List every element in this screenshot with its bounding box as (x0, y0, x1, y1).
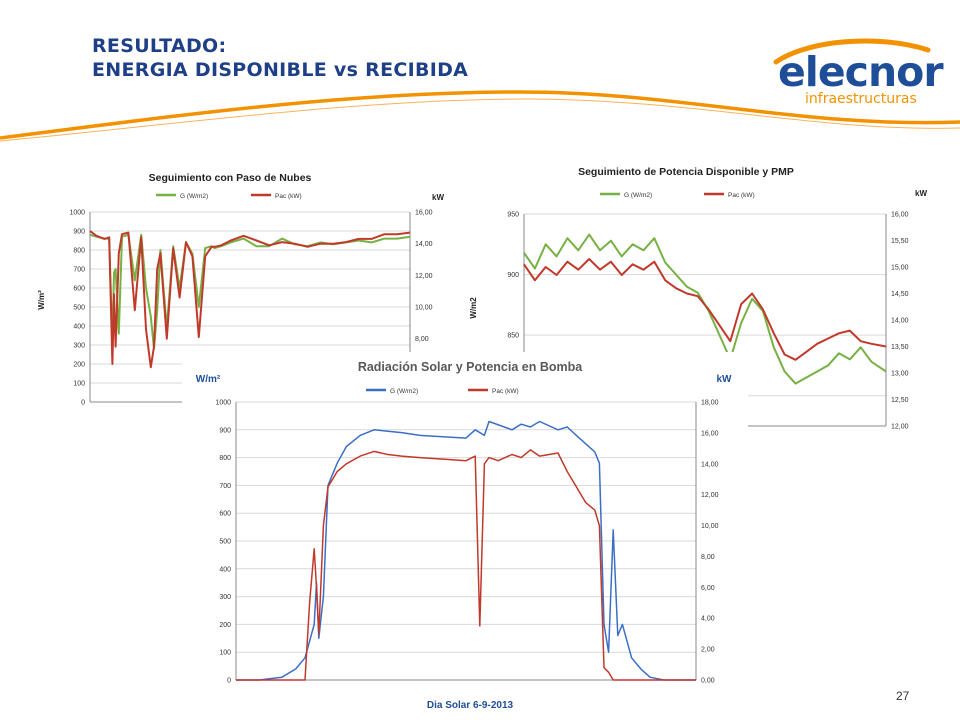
y2-tick-label: 12,00 (891, 424, 909, 431)
y2-axis-label: kW (915, 189, 927, 198)
chart-title: Seguimiento de Potencia Disponible y PMP (578, 166, 794, 178)
y-tick-label: 800 (73, 248, 85, 255)
y2-tick-label: 8,00 (415, 336, 429, 343)
y2-tick-label: 14,00 (415, 241, 433, 248)
y2-tick-label: 18,00 (701, 400, 719, 407)
x-axis-label: Dia Solar 6-9-2013 (427, 700, 514, 711)
y-tick-label: 700 (219, 483, 231, 490)
y-tick-label: 800 (219, 455, 231, 462)
legend-label: G (W/m2) (180, 193, 208, 200)
legend-label: Pac (kW) (728, 192, 755, 199)
header-swoosh (0, 90, 960, 142)
y2-tick-label: 12,00 (701, 492, 719, 499)
slide-title: RESULTADO: ENERGIA DISPONIBLE vs RECIBID… (92, 34, 468, 82)
y-tick-label: 400 (219, 566, 231, 573)
y-tick-label: 1000 (215, 400, 231, 407)
y2-tick-label: 2,00 (701, 647, 715, 654)
y-tick-label: 950 (507, 212, 519, 219)
logo-subtitle: infraestructuras (805, 91, 917, 107)
y-tick-label: 200 (219, 622, 231, 629)
y2-tick-label: 12,50 (891, 397, 909, 404)
chart-title: Radiación Solar y Potencia en Bomba (358, 360, 583, 374)
y-tick-label: 900 (73, 229, 85, 236)
y2-tick-label: 15,00 (891, 265, 909, 272)
y2-tick-label: 12,00 (415, 273, 433, 280)
y-tick-label: 900 (507, 272, 519, 279)
y-tick-label: 300 (219, 594, 231, 601)
y2-tick-label: 14,00 (891, 318, 909, 325)
legend-label: Pac (kW) (492, 388, 519, 395)
series-line (523, 258, 887, 361)
series-line (89, 233, 411, 350)
y-tick-label: 0 (81, 400, 85, 407)
y2-axis-label: kW (432, 193, 444, 202)
y2-tick-label: 10,00 (415, 305, 433, 312)
y-tick-label: 600 (219, 511, 231, 518)
legend-label: Pac (kW) (275, 193, 302, 200)
y2-tick-label: 8,00 (701, 554, 715, 561)
y-tick-label: 700 (73, 267, 85, 274)
y-axis-label: W/m2 (469, 297, 478, 319)
y2-tick-label: 16,00 (891, 212, 909, 219)
chart-solar-pump: 0 100 200 300 400 500 600 700 800 900 1000 0,00 2,00… (182, 352, 748, 714)
logo-wordmark: elecnor (778, 48, 944, 96)
series-line (89, 230, 411, 369)
slide-title-line1: RESULTADO: (92, 35, 227, 57)
y2-tick-label: 13,00 (891, 371, 909, 378)
y-tick-label: 1000 (69, 210, 85, 217)
y2-tick-label: 15,50 (891, 238, 909, 245)
y2-tick-label: 13,50 (891, 344, 909, 351)
y-tick-label: 0 (227, 678, 231, 685)
y2-tick-label: 14,50 (891, 291, 909, 298)
y2-tick-label: 10,00 (701, 523, 719, 530)
y2-tick-label: 0,00 (701, 678, 715, 685)
slide-title-line2: ENERGIA DISPONIBLE vs RECIBIDA (92, 59, 469, 81)
y-tick-label: 500 (219, 539, 231, 546)
y-tick-label: 500 (73, 305, 85, 312)
legend-label: G (W/m2) (390, 388, 418, 395)
y-tick-label: 200 (73, 362, 85, 369)
y-tick-label: 850 (507, 333, 519, 340)
y2-tick-label: 6,00 (701, 585, 715, 592)
chart-title: Seguimiento con Paso de Nubes (149, 172, 312, 184)
elecnor-logo: elecnor infraestructuras (768, 36, 944, 116)
y-tick-label: 400 (73, 324, 85, 331)
y-tick-label: 600 (73, 286, 85, 293)
y-tick-label: 300 (73, 343, 85, 350)
y-axis-label: W/m² (37, 290, 46, 310)
y2-tick-label: 16,00 (701, 430, 719, 437)
y-axis-label: W/m² (196, 374, 221, 385)
y-tick-label: 100 (219, 650, 231, 657)
y2-tick-label: 4,00 (701, 616, 715, 623)
legend-label: G (W/m2) (624, 192, 652, 199)
page-number: 27 (896, 689, 910, 703)
y2-tick-label: 14,00 (701, 461, 719, 468)
series-line (236, 449, 696, 681)
y2-axis-label: kW (717, 374, 733, 385)
logo-arc-icon (773, 38, 931, 65)
y-tick-label: 900 (219, 427, 231, 434)
y2-tick-label: 16,00 (415, 210, 433, 217)
y-tick-label: 100 (73, 381, 85, 388)
